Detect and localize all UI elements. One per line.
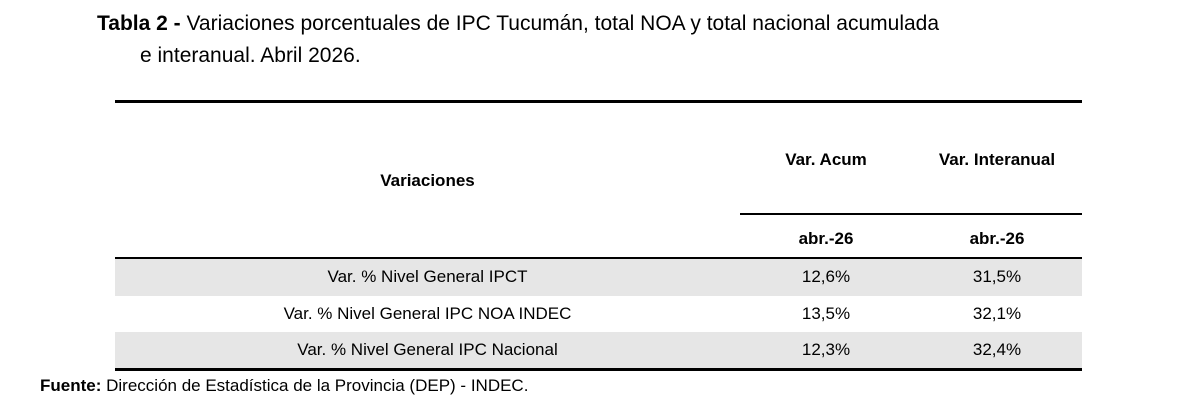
bottom-rule xyxy=(115,368,1082,371)
title-text: e interanual. Abril 2026. xyxy=(140,44,361,67)
value-cell: 12,3% xyxy=(801,340,851,359)
top-rule xyxy=(115,100,1082,103)
value-cell: 12,6% xyxy=(801,267,851,286)
row-label: Var. % Nivel General IPC Nacional xyxy=(297,340,558,359)
source-text: Dirección de Estadística de la Provincia… xyxy=(106,376,529,395)
value-cell: 32,1% xyxy=(972,303,1022,323)
value-cell: 13,5% xyxy=(801,303,851,323)
row-shade xyxy=(115,259,1082,296)
header-rule xyxy=(740,213,1082,215)
row-label: Var. % Nivel General IPCT xyxy=(327,267,528,286)
row-shade xyxy=(115,332,1082,369)
title-text: Variaciones porcentuales de IPC Tucumán,… xyxy=(186,12,940,35)
title-label: Tabla 2 - xyxy=(97,12,181,35)
subheader-cell: abr.-26 xyxy=(969,229,1025,248)
value-cell: 32,4% xyxy=(972,340,1022,359)
table-title: Tabla 2 - Variaciones porcentuales de IP… xyxy=(97,8,1177,72)
source-label: Fuente: xyxy=(40,376,102,395)
source-note: Fuente: Dirección de Estadística de la P… xyxy=(40,376,528,396)
header-cell: Var. Interanual xyxy=(938,150,1056,169)
header-cell: Var. Acum xyxy=(785,150,867,169)
header-cell: Variaciones xyxy=(380,171,475,190)
subheader-cell: abr.-26 xyxy=(798,229,854,248)
header-bottom-rule xyxy=(115,257,1082,259)
row-label: Var. % Nivel General IPC NOA INDEC xyxy=(283,303,572,323)
value-cell: 31,5% xyxy=(972,267,1022,286)
